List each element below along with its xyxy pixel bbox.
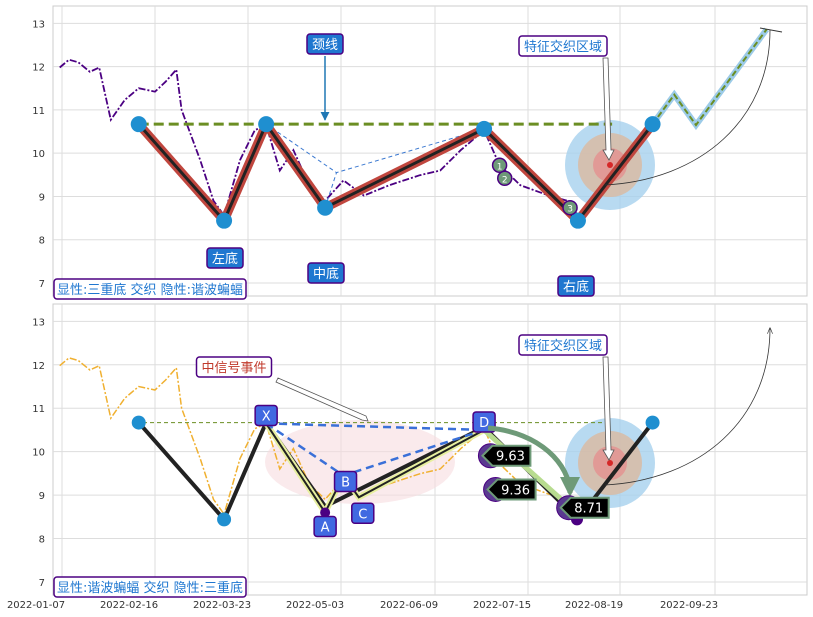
x-tick-label: 2022-01-07 — [7, 600, 65, 611]
x-tick-label: 2022-02-16 — [100, 600, 158, 611]
neckline-label: 颈线 — [312, 38, 338, 53]
value-label: 8.71 — [574, 502, 603, 517]
marker-circle — [497, 170, 513, 187]
zone-label: 特征交织区域 — [524, 39, 602, 55]
pattern-dashed-line — [265, 123, 337, 174]
marker-circle — [491, 157, 508, 174]
xd-dashed — [266, 422, 485, 432]
y-tick-label: 9 — [39, 192, 45, 203]
target-mark — [759, 27, 783, 33]
value-label-box — [559, 496, 610, 519]
middle-bottom-label: 中底 — [313, 266, 339, 282]
x-tick-label: 2022-06-09 — [380, 600, 438, 611]
x-tick-label: 2022-09-23 — [660, 600, 718, 611]
neckline-label-box — [306, 33, 344, 55]
bottom-panel: 7 8 9 10 11 12 13 — [32, 303, 808, 596]
pattern-label-bottom-box — [53, 576, 247, 598]
left-bottom-label: 左底 — [212, 251, 238, 267]
y-tick-label: 11 — [32, 404, 45, 415]
marker-label: 1 — [497, 162, 503, 172]
xabcd-label-a: A — [321, 520, 330, 535]
marker-circle — [562, 199, 578, 216]
x-tick-label: 2022-08-19 — [565, 600, 623, 611]
xabcd-label-b-box — [333, 470, 358, 493]
xabcd-label-c: C — [358, 507, 367, 522]
pattern-label-top-box — [53, 278, 247, 300]
bottom-zone-center — [607, 460, 613, 466]
curve-arrow-bottom — [604, 328, 770, 486]
xabcd-label-x-box — [254, 404, 278, 427]
curve-arrow — [604, 29, 771, 186]
pivot-point — [258, 116, 275, 133]
xabcd-label-a-box — [313, 515, 337, 538]
pivot-point — [131, 415, 146, 430]
y-tick-label: 8 — [39, 236, 45, 247]
left-bottom-label-box — [206, 247, 244, 269]
projection-line — [651, 28, 768, 127]
pattern-label-bottom: 显性:谐波蝙蝠 交织 隐性:三重底 — [57, 580, 243, 596]
x-tick-label: 2022-07-15 — [473, 600, 531, 611]
event-zone — [265, 420, 455, 504]
event-arrow — [275, 377, 369, 422]
value-label-box — [486, 478, 537, 501]
y-tick-label: 7 — [39, 279, 45, 290]
value-label: 9.36 — [501, 483, 530, 498]
pivot-point — [130, 116, 147, 133]
zone-label-box — [518, 35, 608, 57]
event-label: 中信号事件 — [201, 361, 266, 376]
pivot-point — [217, 512, 232, 527]
y-tick-label: 8 — [39, 535, 45, 546]
pivot-point — [569, 212, 586, 229]
right-bottom-label-box — [557, 275, 595, 297]
value-label-box — [481, 444, 532, 467]
y-tick-label: 12 — [32, 361, 45, 372]
point-a — [320, 507, 331, 518]
pivot-point — [476, 120, 493, 137]
pivot-point — [317, 199, 334, 216]
zone-arrow — [602, 57, 615, 161]
pivot-point — [216, 212, 233, 229]
y-tick-label: 13 — [32, 317, 45, 328]
marker-label: 2 — [502, 175, 508, 185]
zone-arrow-bottom — [602, 356, 615, 461]
value-label: 9.63 — [496, 450, 525, 465]
x-tick-label: 2022-05-03 — [286, 600, 344, 611]
pivot-point — [645, 415, 660, 430]
y-tick-label: 9 — [39, 491, 45, 502]
event-label-box — [195, 356, 273, 378]
y-tick-label: 13 — [32, 19, 45, 30]
xabcd-label-d: D — [479, 416, 489, 431]
y-tick-label: 12 — [32, 63, 45, 74]
y-tick-label: 10 — [32, 448, 45, 459]
xabcd-label-c-box — [351, 502, 375, 525]
price-line-bottom — [59, 357, 611, 516]
marker-label: 3 — [567, 205, 573, 215]
y-tick-label: 10 — [32, 149, 45, 160]
zone-label-bottom: 特征交织区域 — [524, 338, 602, 354]
top-zone-center — [607, 162, 613, 168]
right-bottom-label: 右底 — [563, 279, 589, 295]
xabcd-label-b: B — [341, 476, 350, 491]
pattern-label-top: 显性:三重底 交织 隐性:谐波蝙蝠 — [57, 282, 243, 298]
zone-label-bottom-box — [518, 334, 608, 356]
d-curve-arrow — [487, 425, 580, 497]
x-tick-label: 2022-03-23 — [193, 600, 251, 611]
xabcd-label-x: X — [262, 409, 271, 424]
y-tick-label: 11 — [32, 106, 45, 117]
pivot-point — [644, 116, 661, 133]
price-line-top — [59, 58, 611, 218]
middle-bottom-label-box — [307, 262, 345, 284]
y-tick-label: 7 — [39, 578, 45, 589]
